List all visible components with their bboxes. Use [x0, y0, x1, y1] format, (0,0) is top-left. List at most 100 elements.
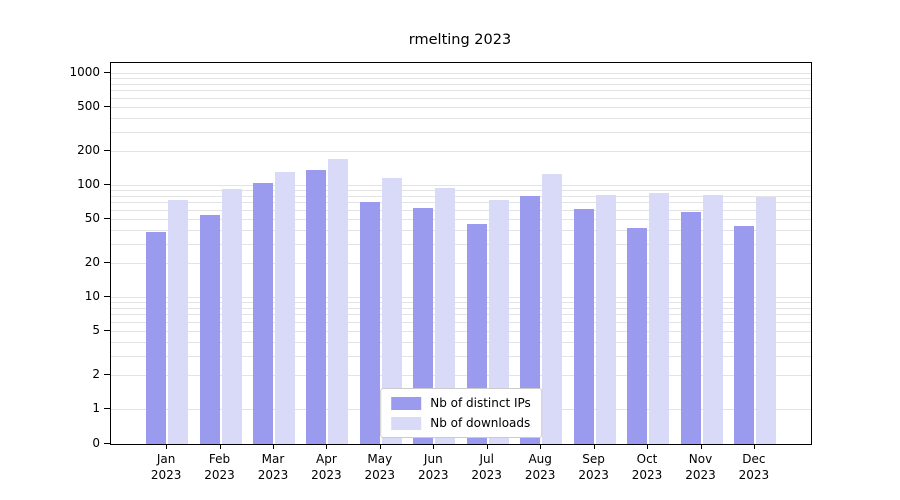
x-tick-label-line: Aug: [528, 452, 552, 466]
x-tick-label-line: 2023: [204, 468, 235, 482]
gridline: [111, 330, 811, 332]
gridline: [111, 90, 811, 92]
gridline: [111, 78, 811, 80]
x-tick-label-line: Dec: [742, 452, 766, 466]
bar-downloads: [755, 197, 776, 444]
bar-distinct-ips: [733, 226, 754, 444]
x-tick-mark: [540, 444, 542, 449]
x-tick-label: Apr 2023: [294, 451, 358, 483]
x-tick-mark: [379, 444, 381, 449]
gridline: [111, 375, 811, 377]
x-tick-label: Jun 2023: [401, 451, 465, 483]
bar-distinct-ips: [146, 232, 167, 444]
y-tick-label: 1: [92, 401, 100, 415]
gridline: [111, 106, 811, 108]
gridline: [111, 73, 811, 74]
y-tick-mark: [104, 262, 110, 264]
y-tick-mark: [104, 443, 110, 444]
x-tick-label: May 2023: [348, 451, 412, 483]
x-tick-label-line: Nov: [688, 452, 713, 466]
gridline: [111, 190, 811, 192]
bar-downloads: [595, 194, 616, 444]
bar-downloads: [702, 194, 723, 444]
bar-downloads: [221, 189, 242, 444]
x-tick-label-line: 2023: [685, 468, 716, 482]
y-tick-label: 50: [84, 210, 100, 225]
legend-entry: Nb of downloads: [391, 416, 531, 430]
bar-downloads: [649, 192, 669, 444]
bar-distinct-ips: [359, 202, 380, 444]
gridline: [111, 151, 811, 153]
bar-distinct-ips: [573, 209, 594, 444]
gridline: [111, 202, 811, 204]
y-tick-mark: [104, 217, 110, 219]
x-tick-mark: [700, 444, 702, 449]
x-tick-label-line: Jun: [423, 452, 443, 466]
gridline: [111, 209, 811, 211]
bar-distinct-ips: [306, 170, 327, 444]
gridline: [111, 195, 811, 197]
legend-swatch: [391, 396, 422, 410]
x-tick-label-line: 2023: [150, 468, 182, 482]
bar-downloads: [488, 200, 509, 444]
bar-downloads: [328, 159, 349, 444]
bar-downloads: [168, 200, 189, 444]
y-tick-label: 5: [92, 322, 100, 337]
legend-label: Nb of downloads: [430, 416, 531, 430]
x-tick-label-line: 2023: [257, 468, 289, 482]
legend-entry: Nb of distinct IPs: [391, 396, 531, 410]
gridline: [111, 83, 811, 85]
x-tick-mark: [326, 444, 328, 449]
y-tick-label: 200: [77, 143, 100, 158]
x-tick-label: Oct 2023: [615, 451, 679, 483]
x-tick-label-line: Jul: [479, 452, 494, 466]
x-tick-label: Feb 2023: [188, 451, 252, 483]
y-tick-mark: [104, 105, 110, 107]
y-tick-mark: [104, 296, 110, 297]
x-tick-mark: [753, 444, 755, 449]
bar-downloads: [275, 172, 295, 444]
y-tick-mark: [104, 329, 110, 331]
x-tick-label-line: May: [367, 452, 393, 466]
x-tick-label: Dec 2023: [722, 451, 786, 483]
y-tick-label: 10: [84, 289, 100, 303]
x-tick-label-line: 2023: [631, 468, 663, 482]
gridline: [111, 302, 811, 304]
bar-distinct-ips: [413, 208, 434, 444]
bar-distinct-ips: [520, 195, 541, 444]
x-tick-mark: [166, 444, 168, 449]
bar-distinct-ips: [627, 228, 647, 444]
x-tick-label: Mar 2023: [241, 451, 305, 483]
y-tick-mark: [104, 72, 110, 73]
x-tick-mark: [219, 444, 221, 449]
plot-area: Nb of distinct IPs Nb of downloads: [110, 62, 812, 445]
x-tick-label-line: Oct: [636, 452, 658, 466]
y-tick-mark: [104, 150, 110, 152]
legend: Nb of distinct IPs Nb of downloads: [380, 388, 542, 438]
x-tick-label-line: Jan: [156, 452, 176, 466]
y-tick-mark: [104, 374, 110, 376]
legend-swatch: [391, 416, 422, 430]
y-tick-label: 2: [92, 367, 100, 382]
x-tick-label: Jan 2023: [134, 451, 198, 483]
gridline: [111, 297, 811, 298]
gridline: [111, 263, 811, 265]
gridline: [111, 341, 811, 343]
x-tick-mark: [486, 444, 488, 449]
x-tick-label: Jul 2023: [455, 451, 519, 483]
y-tick-label: 500: [77, 98, 100, 113]
x-tick-label: Sep 2023: [562, 451, 626, 483]
bar-distinct-ips: [253, 182, 273, 444]
x-tick-label-line: Apr: [316, 452, 337, 466]
gridline: [111, 131, 811, 133]
bar-downloads: [435, 187, 456, 444]
bar-distinct-ips: [680, 212, 701, 444]
x-tick-label-line: Feb: [208, 452, 231, 466]
x-tick-label-line: 2023: [311, 468, 342, 482]
gridline: [111, 307, 811, 309]
gridline: [111, 355, 811, 357]
legend-label: Nb of distinct IPs: [430, 396, 531, 410]
y-tick-label: 0: [92, 436, 100, 450]
y-tick-label: 20: [84, 255, 100, 270]
